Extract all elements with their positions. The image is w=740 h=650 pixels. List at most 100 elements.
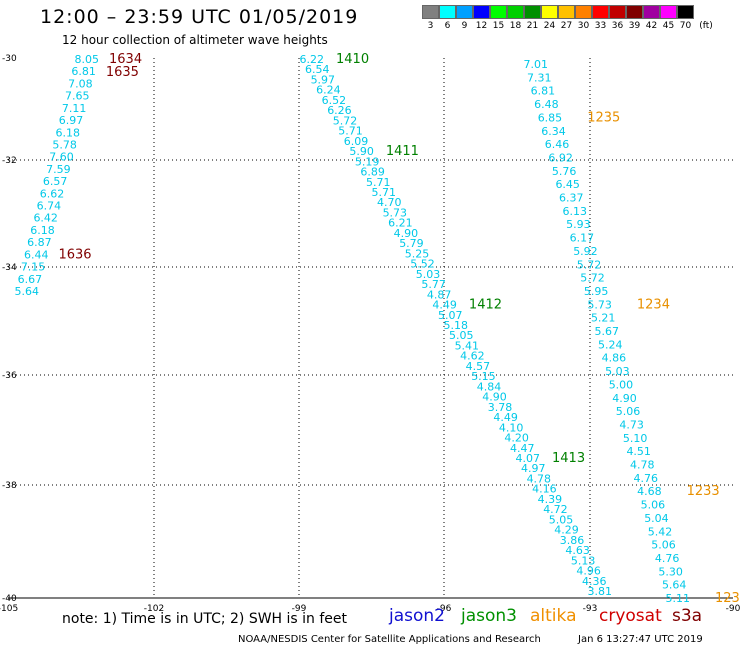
lon-tick-label: -99 <box>292 604 307 614</box>
wave-height-value: 5.42 <box>648 525 673 538</box>
wave-height-value: 5.06 <box>651 539 676 552</box>
pass-time-label: 1232 <box>715 591 740 606</box>
wave-height-value: 6.24 <box>316 84 341 97</box>
wave-height-value: 6.42 <box>33 212 58 225</box>
wave-height-value: 5.10 <box>623 432 648 445</box>
wave-height-value: 6.85 <box>538 111 563 124</box>
wave-height-value: 5.72 <box>577 258 602 271</box>
legend-label: 3 <box>427 21 434 31</box>
sat-jason2-label: jason2 <box>389 606 445 626</box>
wave-height-value: 6.44 <box>24 248 49 261</box>
legend-label: 42 <box>645 21 658 31</box>
legend-swatch <box>626 5 643 19</box>
legend-swatch <box>456 5 473 19</box>
wave-height-value: 4.84 <box>477 380 502 393</box>
wave-height-value: 5.41 <box>455 339 480 352</box>
wave-height-value: 4.07 <box>516 452 541 465</box>
wave-height-value: 5.25 <box>405 247 430 260</box>
legend-label: (ft) <box>699 21 713 31</box>
wave-height-value: 5.67 <box>595 325 620 338</box>
wave-height-value: 7.11 <box>62 102 87 115</box>
legend-swatch <box>609 5 626 19</box>
lat-tick-label: -38 <box>2 481 17 491</box>
wave-height-value: 5.72 <box>333 114 358 127</box>
wave-height-value: 4.97 <box>521 462 546 475</box>
wave-height-value: 7.31 <box>527 71 552 84</box>
wave-height-value: 5.73 <box>383 206 408 219</box>
sat-s3a-label: s3a <box>672 606 703 626</box>
generated-timestamp: Jan 6 13:27:47 UTC 2019 <box>578 634 703 645</box>
wave-height-value: 4.78 <box>630 459 655 472</box>
legend-label: 33 <box>594 21 607 31</box>
wave-height-value: 4.76 <box>655 552 680 565</box>
lon-tick-label: -102 <box>144 604 164 614</box>
lat-tick-label: -40 <box>2 594 17 604</box>
wave-height-value: 4.68 <box>637 485 662 498</box>
credit-text: NOAA/NESDIS Center for Satellite Applica… <box>238 634 541 645</box>
wave-height-value: 5.71 <box>372 186 397 199</box>
wave-height-value: 4.16 <box>532 483 557 496</box>
wave-height-value: 5.73 <box>587 298 612 311</box>
legend-swatch <box>473 5 490 19</box>
page-subtitle: 12 hour collection of altimeter wave hei… <box>62 33 328 47</box>
pass-time-label: 1412 <box>469 298 502 313</box>
pass-time-label: 1636 <box>58 247 91 262</box>
wave-height-value: 4.90 <box>394 227 419 240</box>
wave-height-value: 4.10 <box>499 421 524 434</box>
pass-time-label: 1410 <box>336 52 369 67</box>
wave-height-value: 5.64 <box>15 285 40 298</box>
pass-time-label: 1634 <box>109 52 142 67</box>
wave-height-value: 5.93 <box>566 218 591 231</box>
legend-label: 9 <box>461 21 468 31</box>
legend-swatch <box>677 5 694 19</box>
wave-height-value: 6.45 <box>555 178 580 191</box>
wave-height-value: 6.48 <box>534 98 559 111</box>
wave-height-value: 3.78 <box>488 401 513 414</box>
wave-height-value: 6.22 <box>300 53 325 66</box>
lon-tick-label: -90 <box>726 604 740 614</box>
wave-height-value: 6.87 <box>27 236 52 249</box>
wave-height-value: 6.74 <box>37 200 62 213</box>
wave-height-value: 5.03 <box>605 365 630 378</box>
legend-label: 39 <box>628 21 641 31</box>
lon-tick-label: -105 <box>0 604 18 614</box>
wave-height-value: 5.72 <box>580 272 605 285</box>
legend-label: 6 <box>444 21 451 31</box>
wave-height-value: 7.60 <box>49 151 74 164</box>
wave-height-value: 4.20 <box>504 432 529 445</box>
legend-color-bar <box>422 5 718 19</box>
wave-height-value: 5.64 <box>662 579 687 592</box>
wave-height-value: 5.77 <box>421 278 446 291</box>
pass-time-label: 1235 <box>587 110 620 125</box>
wave-height-value: 5.07 <box>438 309 463 322</box>
legend-label: 30 <box>577 21 590 31</box>
wave-height-value: 5.04 <box>644 512 669 525</box>
wave-height-value: 6.89 <box>360 166 385 179</box>
wave-height-value: 4.72 <box>543 503 568 516</box>
legend-swatch <box>558 5 575 19</box>
wave-height-value: 7.01 <box>524 58 549 71</box>
wave-height-value: 7.08 <box>68 77 93 90</box>
wave-height-value: 6.62 <box>40 187 65 200</box>
wave-height-value: 6.52 <box>322 94 347 107</box>
wave-height-value: 5.00 <box>609 378 634 391</box>
wave-height-value: 4.70 <box>377 196 402 209</box>
legend-swatch <box>575 5 592 19</box>
wave-height-value: 5.97 <box>311 73 336 86</box>
wave-height-value: 4.49 <box>432 299 457 312</box>
wave-height-value: 5.06 <box>641 499 666 512</box>
footer-note: note: 1) Time is in UTC; 2) SWH is in fe… <box>62 611 348 627</box>
legend-label: 12 <box>475 21 488 31</box>
wave-height-value: 4.76 <box>634 472 659 485</box>
wave-height-value: 7.65 <box>65 90 90 103</box>
wave-height-value: 6.67 <box>18 273 43 286</box>
wave-height-value: 4.29 <box>554 524 579 537</box>
wave-height-value: 5.90 <box>349 145 374 158</box>
wave-height-value: 4.51 <box>626 445 651 458</box>
lat-tick-label: -30 <box>2 54 17 64</box>
legend-swatch <box>439 5 456 19</box>
legend-swatch <box>507 5 524 19</box>
wave-height-value: 4.39 <box>538 493 563 506</box>
wave-height-value: 5.24 <box>598 338 623 351</box>
